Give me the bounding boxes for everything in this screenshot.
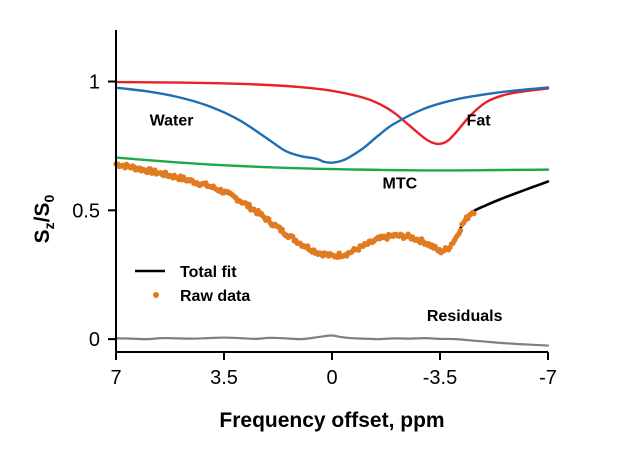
raw-data-point bbox=[279, 226, 285, 233]
raw-data-point bbox=[246, 201, 252, 208]
legend-swatch-raw-data bbox=[153, 292, 159, 298]
raw-data-point bbox=[355, 247, 362, 253]
y-axis-label-part: S bbox=[31, 229, 54, 243]
annotation-residuals: Residuals bbox=[427, 308, 503, 325]
x-tick-label: -3.5 bbox=[423, 367, 457, 389]
x-tick-label: 7 bbox=[110, 367, 121, 389]
y-axis-label-subscript: 0 bbox=[41, 194, 57, 202]
x-axis-label: Frequency offset, ppm bbox=[219, 409, 444, 432]
y-axis-label-part: /S bbox=[31, 202, 54, 222]
x-tick-label: -7 bbox=[539, 367, 557, 389]
raw-data-point bbox=[266, 216, 272, 222]
series-line-residuals bbox=[114, 334, 550, 347]
y-tick-label: 0 bbox=[89, 329, 100, 351]
annotation-mtc: MTC bbox=[383, 175, 418, 192]
raw-data-point bbox=[471, 210, 477, 217]
y-axis-label: Sz/S0 bbox=[31, 194, 57, 243]
y-tick-label: 1 bbox=[89, 72, 100, 94]
series-line-mtc bbox=[114, 156, 550, 172]
annotation-fat: Fat bbox=[467, 112, 492, 129]
x-tick-label: 0 bbox=[326, 367, 337, 389]
x-tick-label: 3.5 bbox=[210, 367, 238, 389]
legend-label-total-fit: Total fit bbox=[180, 264, 237, 281]
annotations: Water Fat MTC Residuals bbox=[150, 112, 503, 325]
plot-layer bbox=[113, 80, 550, 347]
raw-data-point bbox=[457, 227, 464, 234]
annotation-water: Water bbox=[150, 112, 194, 129]
raw-data-point bbox=[290, 233, 296, 240]
y-axis-label-subscript: z bbox=[41, 222, 57, 229]
axes: 7 3.5 0 -3.5 -7 0 0.5 1 Frequency offset, ppm Sz/… bbox=[31, 30, 557, 432]
legend: Total fit Raw data bbox=[135, 264, 250, 305]
series-line-water bbox=[114, 86, 550, 164]
y-tick-label: 0.5 bbox=[72, 200, 100, 222]
legend-label-raw-data: Raw data bbox=[180, 288, 250, 305]
